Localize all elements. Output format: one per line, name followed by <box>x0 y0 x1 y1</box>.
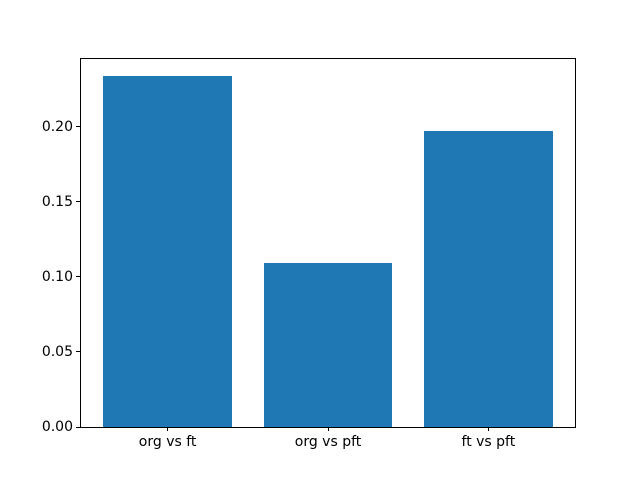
y-axis-tick-label: 0.10 <box>41 268 73 285</box>
y-axis-tick <box>76 276 80 278</box>
x-axis-category-label: org vs ft <box>138 434 197 450</box>
x-axis-category-label: org vs pft <box>294 434 362 450</box>
x-axis-category-label: ft vs pft <box>461 434 516 450</box>
bar-org-vs-pft <box>263 263 393 427</box>
x-axis-tick <box>487 427 489 431</box>
y-axis-tick <box>76 201 80 203</box>
y-axis-tick <box>76 351 80 353</box>
y-axis-tick-label: 0.15 <box>41 193 73 210</box>
bar-org-vs-ft <box>103 75 232 427</box>
y-axis-tick-label: 0.05 <box>41 343 73 360</box>
y-axis-tick <box>76 426 80 428</box>
x-axis-tick <box>167 427 169 431</box>
y-axis-tick <box>76 126 80 128</box>
plot-area: 0.00 0.05 0.10 0.15 0.20 org vs ft org vs pft f… <box>42 58 576 449</box>
x-axis-tick <box>327 427 329 431</box>
bar-ft-vs-pft <box>424 131 553 427</box>
y-axis-tick-label: 0.20 <box>41 118 73 135</box>
y-axis-tick-label: 0.00 <box>41 419 73 435</box>
